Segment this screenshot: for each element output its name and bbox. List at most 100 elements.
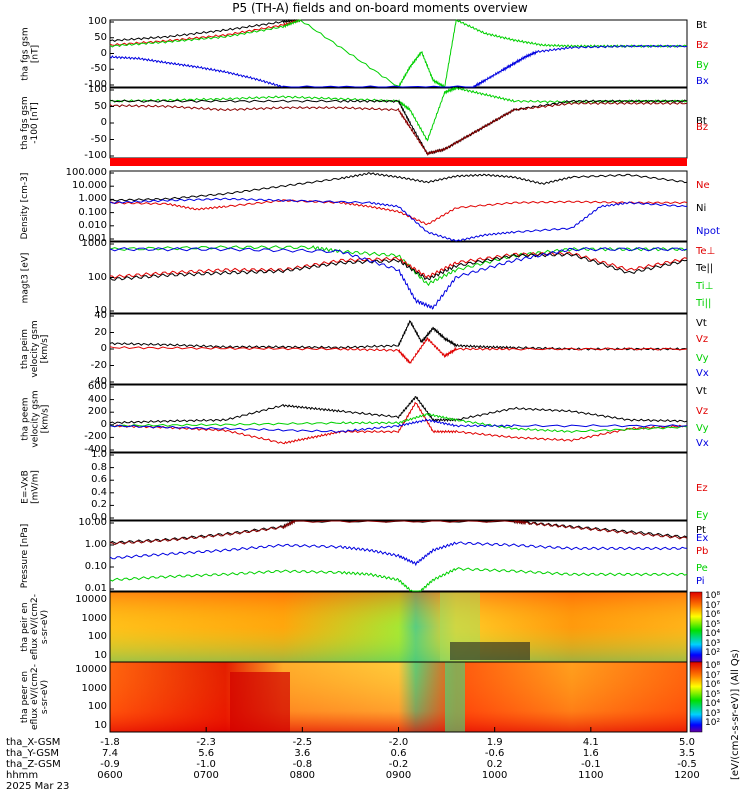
y-tick-label: -400 (84, 444, 107, 455)
panel-density (109, 170, 688, 242)
x-row-value: 5.0 (679, 737, 695, 748)
series-Ti (109, 245, 688, 287)
panel-temperature (109, 241, 688, 314)
legend-Vt: Vt (696, 386, 707, 397)
panel-peim_velocity (109, 313, 688, 385)
x-row-value: -0.1 (581, 759, 601, 770)
series-Pi (109, 541, 688, 567)
x-row-label: tha_Y-GSM (6, 748, 60, 759)
y-tick-label: 0.010 (78, 219, 107, 231)
x-row-label: tha_X-GSM (6, 737, 61, 748)
y-tick-label: 50 (94, 31, 107, 43)
y-tick-label: 0.10 (84, 561, 107, 572)
y-tick-label: 1000 (81, 238, 107, 249)
y-tick-label: 0 (100, 47, 107, 59)
y-tick-label: -200 (84, 431, 107, 443)
y-tick-label: 0.6 (91, 474, 107, 486)
series-Pb (109, 519, 688, 546)
electron-spectrogram-overlay (110, 662, 687, 732)
colorbar-tick: 10⁷ (705, 670, 721, 681)
panel-pressure (109, 519, 688, 592)
x-row-value: -1.8 (100, 737, 120, 748)
y-tick-label: 100 (87, 701, 107, 713)
series-Ne (109, 199, 688, 226)
y-tick-label: 0 (100, 117, 107, 128)
y-tick-label: -50 (90, 133, 107, 145)
x-row-value: -1.0 (196, 759, 216, 770)
series-Vt (109, 395, 688, 425)
x-row-value: 0800 (289, 770, 316, 781)
panel-label-peer_en_eflux: tha peer en eflux eV/(cm2-s-sr-eV) (20, 663, 50, 731)
y-tick-label: -50 (90, 63, 107, 75)
panel-peem_velocity (109, 384, 688, 453)
series-Te (109, 251, 688, 279)
y-tick-label: 0.001 (78, 233, 107, 244)
y-tick-label: 0.8 (91, 461, 107, 473)
colorbar-tick: 10⁸ (705, 591, 721, 601)
legend-Pt: Pt (696, 525, 706, 536)
x-row-value: 1000 (481, 770, 508, 781)
y-tick-label: 1.000 (78, 193, 107, 205)
y-tick-label: 1000 (81, 612, 107, 624)
ion-spectrogram-overlay (110, 592, 687, 662)
series-Vz (109, 401, 688, 445)
legend-By: By (696, 60, 709, 71)
series-Ni (109, 172, 688, 202)
legend-Bz: Bz (696, 122, 709, 133)
plot-panels (109, 18, 688, 592)
colorbar-tick: 10⁴ (705, 629, 721, 639)
x-row-value: 0900 (385, 770, 412, 781)
electron-spectrogram-band (445, 662, 465, 732)
y-tick-label: 0.2 (91, 499, 107, 511)
legend-Vz: Vz (696, 406, 709, 417)
y-tick-label: 10 (94, 305, 107, 316)
panel-label-peem_velocity: tha peem velocity gsm [km/s] (20, 389, 50, 448)
series-Pe (109, 567, 688, 592)
legend-Pi: Pi (696, 576, 705, 587)
colorbar-tick: 10² (705, 718, 721, 728)
y-tick-label: 10 (94, 650, 107, 661)
panel-label-density: Density [cm-3] (20, 172, 30, 240)
x-row-value: 1.9 (486, 737, 503, 748)
y-tick-label: 100 (87, 84, 107, 95)
legend-Bx: Bx (696, 76, 709, 87)
x-row-value: 7.4 (102, 748, 118, 759)
y-tick-label: 1000 (81, 682, 107, 694)
series-Vx (109, 418, 688, 433)
panel-frame (109, 241, 688, 314)
y-tick-label: 400 (87, 393, 107, 405)
series-R (109, 101, 688, 157)
y-tick-label: 0 (100, 418, 107, 430)
panel-label-fgs_gsm: tha fgs gsm [nT] (20, 26, 40, 81)
colorbar-tick: 10⁵ (705, 619, 721, 630)
series-G (109, 86, 688, 142)
y-tick-label: 10.00 (78, 517, 107, 528)
electron-spectrogram-burst (230, 672, 290, 732)
x-row-value: -0.9 (100, 759, 120, 770)
legend-Te⊥: Te⊥ (696, 246, 716, 257)
y-tick-label: 200 (87, 406, 107, 418)
series-Vy (109, 412, 688, 434)
legend-Vx: Vx (696, 438, 709, 449)
series-Npot (109, 197, 688, 242)
x-row-label: tha_Z-GSM (6, 759, 61, 770)
x-row-value: 4.1 (582, 737, 599, 748)
legend-Bz: Bz (696, 40, 709, 51)
panel-fgs_gsm (109, 18, 688, 89)
x-row-value: 0700 (193, 770, 219, 781)
legend-Ne: Ne (696, 180, 710, 191)
colorbar-tick: 10⁵ (705, 689, 721, 700)
y-tick-label: 100 (87, 16, 107, 27)
y-tick-label: -40 (90, 376, 107, 387)
y-tick-label: -100 (84, 150, 107, 161)
legend-Bt: Bt (696, 116, 707, 127)
y-tick-label: -100 (84, 79, 107, 90)
colorbar-tick: 10³ (705, 708, 721, 719)
legend-Vt: Vt (696, 318, 707, 329)
colorbar-tick: 10² (705, 648, 721, 658)
legend-Vy: Vy (696, 423, 709, 434)
y-tick-label: 10 (94, 720, 107, 731)
x-row-value: 5.6 (198, 748, 215, 759)
ion-colorbar (689, 591, 703, 663)
